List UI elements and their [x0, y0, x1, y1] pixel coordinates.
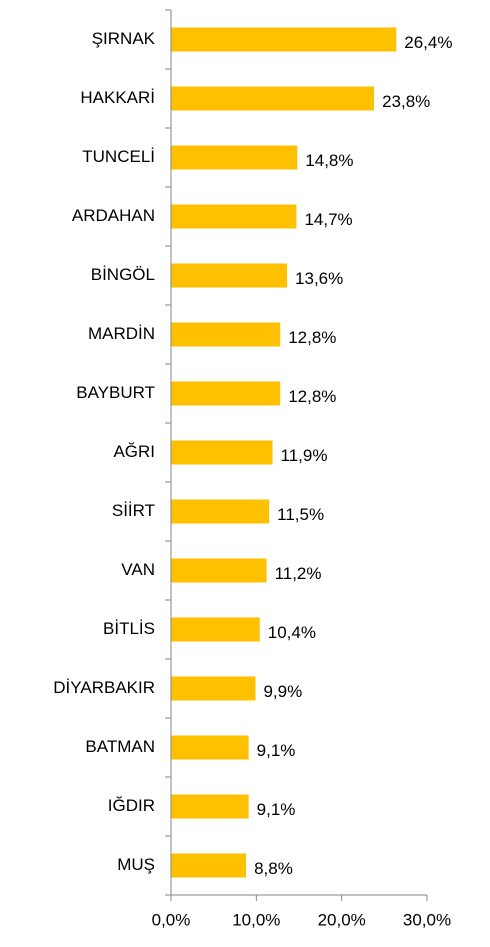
data-label: 11,9%: [281, 446, 328, 465]
y-tick-label: BATMAN: [85, 737, 155, 756]
bar: [171, 322, 281, 347]
bar: [171, 86, 375, 111]
x-tick-label: 30,0%: [403, 910, 451, 929]
data-label: 12,8%: [288, 328, 336, 347]
y-tick-label: MUŞ: [117, 855, 155, 874]
y-tick-label: ARDAHAN: [72, 206, 155, 225]
y-tick-label: MARDİN: [88, 324, 155, 343]
y-tick-label: VAN: [121, 560, 155, 579]
bar: [171, 617, 260, 642]
bar: [171, 676, 256, 701]
y-tick-label: TUNCELİ: [82, 147, 155, 166]
y-tick-label: SİİRT: [112, 501, 155, 520]
y-tick-label: IĞDIR: [108, 796, 155, 815]
data-label: 23,8%: [382, 92, 430, 111]
y-tick-label: BAYBURT: [76, 383, 155, 402]
data-label: 14,8%: [305, 151, 353, 170]
y-tick-label: ŞIRNAK: [92, 29, 156, 48]
y-tick-label: BİNGÖL: [91, 265, 155, 284]
bar: [171, 263, 288, 288]
y-tick-label: AĞRI: [113, 442, 155, 461]
data-label: 14,7%: [304, 210, 352, 229]
x-tick-label: 20,0%: [318, 910, 366, 929]
data-label: 26,4%: [404, 33, 452, 52]
bar: [171, 558, 267, 583]
bar: [171, 853, 247, 878]
data-label: 9,1%: [257, 741, 296, 760]
data-label: 10,4%: [268, 623, 316, 642]
data-label: 9,1%: [257, 800, 296, 819]
y-tick-label: DİYARBAKIR: [53, 678, 155, 697]
bar: [171, 27, 397, 52]
data-label: 11,2%: [275, 564, 322, 583]
x-tick-label: 0,0%: [152, 910, 191, 929]
bar: [171, 735, 249, 760]
data-label: 13,6%: [295, 269, 343, 288]
data-label: 12,8%: [288, 387, 336, 406]
bar: [171, 381, 281, 406]
bar: [171, 440, 273, 465]
x-tick-label: 10,0%: [232, 910, 280, 929]
bar: [171, 204, 297, 229]
data-label: 8,8%: [254, 859, 293, 878]
bar: [171, 794, 249, 819]
bar: [171, 499, 270, 524]
y-tick-label: HAKKARİ: [80, 88, 155, 107]
bar: [171, 145, 298, 170]
y-tick-label: BİTLİS: [103, 619, 155, 638]
data-label: 11,5%: [277, 505, 324, 524]
data-label: 9,9%: [263, 682, 302, 701]
